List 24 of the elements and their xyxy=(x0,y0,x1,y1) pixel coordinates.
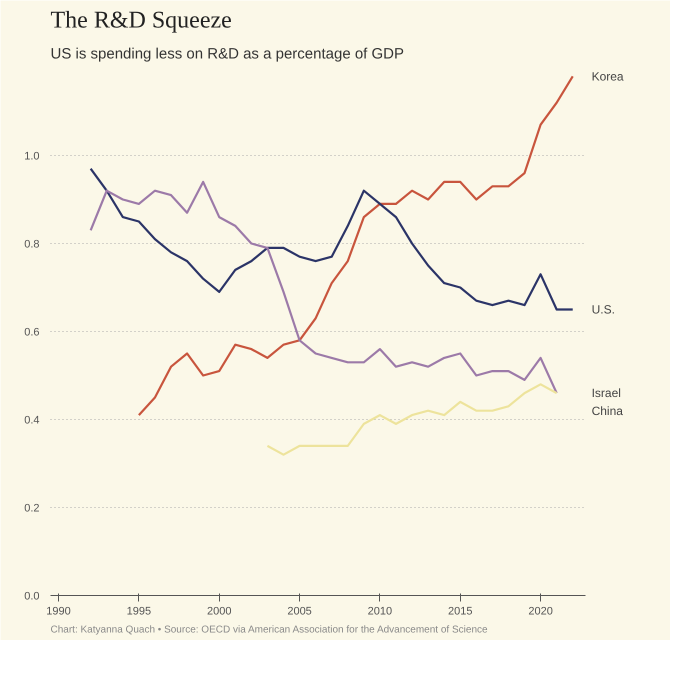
y-tick-label: 0.4 xyxy=(24,414,40,426)
y-tick-label: 0.8 xyxy=(24,238,40,250)
chart-title: The R&D Squeeze xyxy=(50,8,232,34)
y-tick-label: 0.2 xyxy=(24,502,40,514)
line-series xyxy=(90,180,558,394)
line-series xyxy=(266,383,558,456)
y-tick-label: 1.0 xyxy=(24,150,40,162)
x-tick-label: 2005 xyxy=(287,606,312,618)
x-tick-label: 2015 xyxy=(448,606,472,618)
y-tick-label: 0.6 xyxy=(24,326,40,338)
x-tick-label: 2010 xyxy=(368,606,392,618)
text: China xyxy=(592,404,624,418)
series-label: U.S. xyxy=(592,302,615,316)
chart-subtitle: US is spending less on R&D as a percentage of GDP xyxy=(50,46,404,62)
y-tick-label: 0.0 xyxy=(24,590,40,602)
x-tick-label: 2020 xyxy=(528,606,553,618)
line-series xyxy=(138,75,574,416)
series-label: Korea xyxy=(592,69,624,84)
x-tick-label: 1995 xyxy=(126,606,152,618)
x-tick-label: 2000 xyxy=(206,606,232,618)
text: Chart: Katyanna Quach • Source: OECD via American Association for the Advancement of Science xyxy=(50,624,488,636)
x-tick-label: 1990 xyxy=(46,606,71,618)
line-series xyxy=(90,168,574,311)
text: Israel xyxy=(592,386,621,400)
